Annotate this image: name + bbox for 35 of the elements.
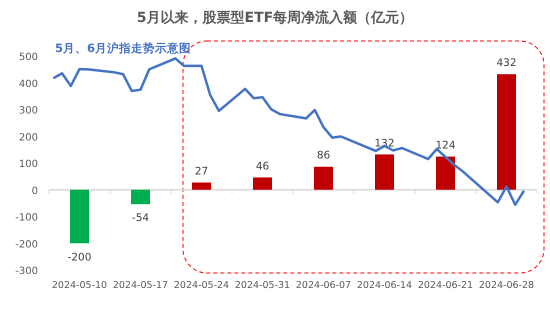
series-label: 5月、6月沪指走势示意图 xyxy=(55,41,192,55)
data-label: 27 xyxy=(194,166,208,178)
x-tick-label: 2024-05-10 xyxy=(52,280,108,291)
bar xyxy=(253,177,272,190)
data-label: 86 xyxy=(316,150,330,162)
y-tick-label: 300 xyxy=(18,106,38,116)
x-tick-label: 2024-05-31 xyxy=(234,280,290,291)
data-label: 432 xyxy=(496,57,517,70)
bar xyxy=(436,156,455,190)
bar xyxy=(497,74,516,190)
data-label: -54 xyxy=(132,212,150,224)
x-tick-label: 2024-06-07 xyxy=(296,280,352,291)
bar xyxy=(192,182,211,190)
y-tick-label: 400 xyxy=(18,78,38,90)
y-tick-label: 500 xyxy=(18,52,38,63)
line-series xyxy=(52,57,526,206)
x-tick-label: 2024-05-17 xyxy=(112,280,168,291)
bar xyxy=(314,166,333,190)
bar xyxy=(70,190,89,244)
y-tick-label: 200 xyxy=(18,132,38,144)
x-tick-label: 2024-06-21 xyxy=(418,280,474,291)
chart-title: 5月以来，股票型ETF每周净流入额（亿元） xyxy=(136,9,414,26)
y-tick-label: -300 xyxy=(15,266,38,277)
data-label: -200 xyxy=(68,251,92,264)
y-tick-label: -200 xyxy=(15,239,38,250)
y-tick-label: 0 xyxy=(32,186,38,197)
x-tick-label: 2024-05-24 xyxy=(174,280,230,291)
data-label: 46 xyxy=(256,160,270,172)
y-tick-label: -100 xyxy=(15,212,38,224)
x-tick-label: 2024-06-28 xyxy=(478,280,534,291)
x-tick-label: 2024-06-14 xyxy=(356,280,412,291)
bar xyxy=(131,190,150,204)
bar xyxy=(375,154,394,190)
y-tick-label: 100 xyxy=(18,159,38,170)
data-label: 124 xyxy=(435,140,456,152)
